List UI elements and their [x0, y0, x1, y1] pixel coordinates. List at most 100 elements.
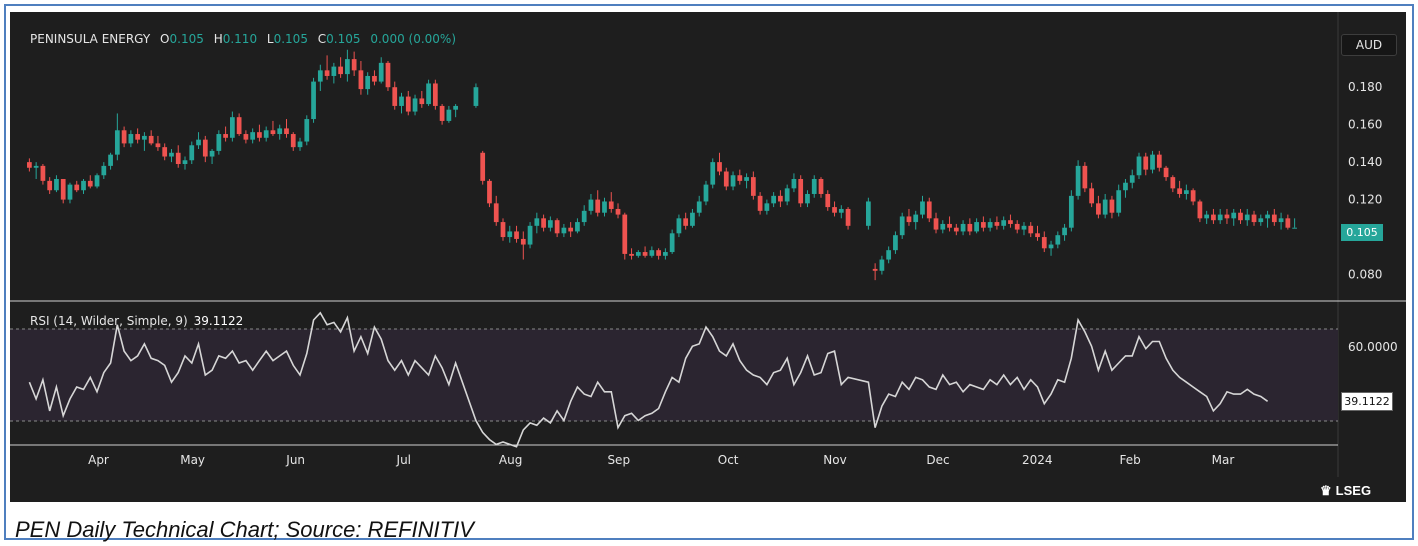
candle-body [649, 250, 655, 256]
candle-body [1075, 165, 1081, 196]
candle-body [358, 70, 364, 90]
candle-body [1278, 218, 1284, 223]
candle-body [453, 105, 459, 110]
candle-body [500, 222, 506, 238]
candle-body [94, 175, 100, 187]
candle-body [351, 59, 357, 71]
candle-body [771, 195, 777, 204]
candle-body [527, 225, 533, 245]
candle-body [243, 134, 249, 140]
open-label: O [160, 32, 170, 46]
lion-crest-icon: ♛ [1320, 483, 1332, 498]
candle-body [967, 223, 973, 232]
candle-body [277, 128, 283, 135]
candle-body [1082, 165, 1088, 189]
rsi-legend: RSI (14, Wilder, Simple, 9) 39.1122 [30, 314, 243, 328]
candle-body [534, 218, 540, 226]
candle-body [284, 128, 289, 135]
candle-body [926, 201, 932, 219]
candle-body [622, 214, 628, 254]
candle-body [1096, 203, 1101, 215]
candle-body [439, 105, 445, 121]
time-tick-label: Jun [285, 453, 305, 467]
candle-body [412, 98, 418, 112]
candle-body [47, 180, 53, 191]
time-tick-label: 2024 [1022, 453, 1053, 467]
candle-body [108, 154, 113, 166]
candle-body [1211, 214, 1216, 221]
candle-body [1028, 225, 1034, 234]
candle-body [257, 132, 262, 138]
candle-body [865, 201, 871, 226]
candle-body [446, 109, 452, 121]
candle-body [128, 134, 134, 144]
candle-body [514, 231, 519, 239]
candle-body [750, 177, 756, 196]
candle-body [40, 165, 46, 181]
candle-body [615, 208, 621, 215]
candle-body [1150, 154, 1155, 170]
candle-body [798, 178, 804, 204]
candle-body [1204, 214, 1210, 219]
candle-body [175, 152, 181, 165]
candle-body [216, 134, 222, 151]
candle-body [1136, 156, 1142, 176]
price-tick-label: 0.120 [1348, 193, 1382, 207]
candle-body [886, 250, 892, 260]
candle-body [899, 216, 905, 236]
time-tick-label: Oct [718, 453, 739, 467]
candle-body [541, 218, 546, 228]
candle-body [981, 222, 986, 228]
candle-body [994, 222, 1000, 226]
candle-body [845, 208, 851, 226]
candle-body [642, 252, 648, 256]
candle-body [906, 216, 912, 223]
change-value: 0.000 (0.00%) [370, 32, 457, 46]
candle-body [811, 178, 817, 194]
candle-body [1001, 220, 1007, 226]
candle-body [169, 152, 174, 157]
rsi-line [28, 311, 1269, 448]
open-value: 0.105 [169, 32, 204, 46]
rsi-series [28, 311, 1269, 448]
candle-body [1143, 156, 1149, 170]
candle-body [825, 193, 831, 208]
time-tick-label: Sep [607, 453, 630, 467]
brand-name: LSEG [1335, 483, 1372, 498]
candle-body [744, 177, 749, 181]
candle-body [378, 62, 384, 82]
candle-body [155, 143, 161, 148]
candle-body [669, 233, 675, 253]
candle-body [148, 135, 154, 144]
price-tick-label: 0.180 [1348, 80, 1382, 94]
candle-body [1258, 218, 1264, 223]
high-label: H [213, 32, 223, 46]
candle-body [1102, 199, 1108, 215]
candle-body [1163, 167, 1169, 178]
candle-body [1062, 227, 1067, 236]
candle-body [331, 66, 337, 76]
symbol-name[interactable]: PENINSULA ENERGY [30, 32, 151, 46]
candle-body [1231, 212, 1237, 219]
candle-body [1089, 188, 1095, 204]
candle-body [1190, 190, 1196, 202]
candle-body [473, 87, 479, 106]
candle-body [121, 130, 127, 144]
candle-body [683, 218, 689, 226]
candle-body [1068, 195, 1074, 228]
candle-body [419, 98, 425, 105]
candle-body [602, 201, 607, 213]
candle-body [250, 132, 256, 140]
candle-body [162, 147, 168, 157]
rsi-value-tag: 39.1122 [1341, 392, 1393, 411]
candle-body [778, 195, 783, 202]
candle-body [101, 165, 107, 176]
brand-logo: ♛ LSEG [1320, 483, 1371, 499]
candle-body [1183, 190, 1189, 194]
candle-body [784, 188, 790, 202]
rsi-legend-label[interactable]: RSI (14, Wilder, Simple, 9) [30, 314, 188, 328]
currency-button[interactable]: AUD [1341, 34, 1397, 56]
rsi-tick-label: 60.0000 [1348, 340, 1398, 354]
candle-body [703, 184, 709, 202]
